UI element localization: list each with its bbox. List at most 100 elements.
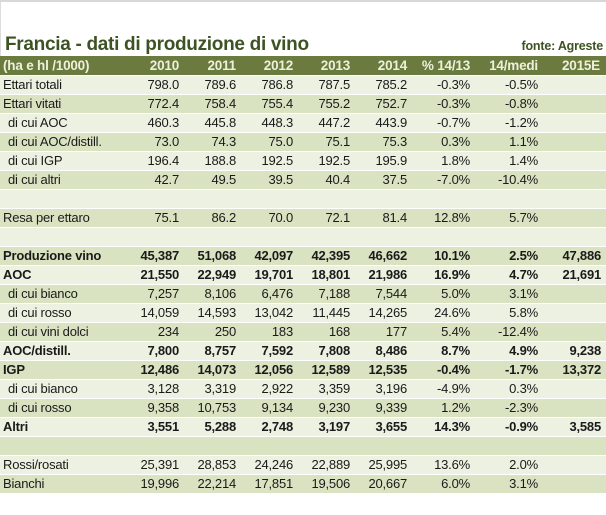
data-cell: 72.1	[299, 208, 356, 228]
row-label: di cui bianco	[0, 284, 128, 304]
data-cell	[544, 322, 606, 342]
data-cell: -0.5%	[476, 75, 544, 95]
data-cell: -12.4%	[476, 322, 544, 342]
data-cell	[413, 227, 476, 247]
table-row: di cui bianco 7,257 8,106 6,476 7,188 7,544 5.…	[0, 284, 606, 304]
data-cell: 5.7%	[476, 208, 544, 228]
row-label: di cui AOC/distill.	[0, 132, 128, 152]
data-cell: 22,214	[185, 474, 242, 494]
data-cell: 14,265	[356, 303, 413, 323]
data-cell: 4.7%	[476, 265, 544, 285]
data-cell	[544, 75, 606, 95]
table-row: di cui AOC/distill. 73.0 74.3 75.0 75.1 75.3 0…	[0, 132, 606, 152]
data-cell: 14,593	[185, 303, 242, 323]
row-label: Altri	[0, 417, 128, 437]
data-cell: -2.3%	[476, 398, 544, 418]
data-cell: 19,996	[128, 474, 185, 494]
data-cell: 17,851	[242, 474, 299, 494]
data-cell	[299, 227, 356, 247]
data-cell: 234	[128, 322, 185, 342]
data-cell: 45,387	[128, 246, 185, 266]
row-label: Ettari totali	[0, 75, 128, 95]
data-cell: 12,056	[242, 360, 299, 380]
data-cell	[544, 189, 606, 209]
data-cell	[476, 189, 544, 209]
data-cell	[544, 455, 606, 475]
data-cell: 2,922	[242, 379, 299, 399]
data-cell: 7,257	[128, 284, 185, 304]
data-cell: 14.3%	[413, 417, 476, 437]
data-cell: 3,196	[356, 379, 413, 399]
data-cell	[544, 170, 606, 190]
table-row: Produzione vino 45,387 51,068 42,097 42,395 4…	[0, 246, 606, 266]
data-cell: 25,995	[356, 455, 413, 475]
data-cell: 168	[299, 322, 356, 342]
data-cell: -0.3%	[413, 75, 476, 95]
data-cell: 447.2	[299, 113, 356, 133]
data-cell: 6,476	[242, 284, 299, 304]
data-cell: 13,042	[242, 303, 299, 323]
data-cell: 2.5%	[476, 246, 544, 266]
data-cell: -1.7%	[476, 360, 544, 380]
row-label: di cui altri	[0, 170, 128, 190]
data-cell	[242, 227, 299, 247]
data-cell: 3,128	[128, 379, 185, 399]
data-cell: 8.7%	[413, 341, 476, 361]
data-cell: 0.3%	[413, 132, 476, 152]
data-cell	[413, 436, 476, 456]
report-header: Francia - dati di produzione di vino fon…	[0, 2, 606, 56]
data-cell	[544, 113, 606, 133]
data-cell: 22,949	[185, 265, 242, 285]
row-label: di cui IGP	[0, 151, 128, 171]
data-cell: 787.5	[299, 75, 356, 95]
row-label: di cui rosso	[0, 303, 128, 323]
column-header: 14/medi	[476, 56, 544, 76]
data-cell: 7,544	[356, 284, 413, 304]
table-row: Resa per ettaro 75.1 86.2 70.0 72.1 81.4 12.8%…	[0, 208, 606, 228]
data-cell	[299, 189, 356, 209]
data-cell	[544, 379, 606, 399]
data-cell: -0.8%	[476, 94, 544, 114]
data-cell	[544, 94, 606, 114]
data-cell: 12,535	[356, 360, 413, 380]
data-cell: 1.8%	[413, 151, 476, 171]
data-cell: 8,106	[185, 284, 242, 304]
data-cell: 752.7	[356, 94, 413, 114]
table-row: Altri 3,551 5,288 2,748 3,197 3,655 14.3% -0.9%…	[0, 417, 606, 437]
table-row: IGP 12,486 14,073 12,056 12,589 12,535 -0.4% -1…	[0, 360, 606, 380]
data-cell: 5.4%	[413, 322, 476, 342]
page-title: Francia - dati di produzione di vino	[5, 34, 309, 55]
data-cell: 75.3	[356, 132, 413, 152]
row-label: AOC/distill.	[0, 341, 128, 361]
data-cell: 70.0	[242, 208, 299, 228]
data-cell: 75.1	[299, 132, 356, 152]
table-row: Rossi/rosati 25,391 28,853 24,246 22,889 25,9…	[0, 455, 606, 475]
data-cell: 20,667	[356, 474, 413, 494]
data-cell: 73.0	[128, 132, 185, 152]
data-cell: 21,691	[544, 265, 606, 285]
data-cell: 758.4	[185, 94, 242, 114]
data-cell	[128, 189, 185, 209]
column-header: % 14/13	[413, 56, 476, 76]
data-cell: 9,134	[242, 398, 299, 418]
data-cell: 5.8%	[476, 303, 544, 323]
data-cell: 8,486	[356, 341, 413, 361]
data-cell: 2.0%	[476, 455, 544, 475]
data-cell: -4.9%	[413, 379, 476, 399]
data-cell: 10.1%	[413, 246, 476, 266]
data-cell: 9,339	[356, 398, 413, 418]
data-cell: 9,230	[299, 398, 356, 418]
data-cell: 86.2	[185, 208, 242, 228]
data-cell: 177	[356, 322, 413, 342]
data-cell: 12,486	[128, 360, 185, 380]
data-cell: 4.9%	[476, 341, 544, 361]
data-cell: 192.5	[299, 151, 356, 171]
row-label: di cui rosso	[0, 398, 128, 418]
table-row: di cui vini dolci 234 250 183 168 177 5.4% -12.…	[0, 322, 606, 342]
row-label: IGP	[0, 360, 128, 380]
table-row: di cui rosso 9,358 10,753 9,134 9,230 9,339 1.…	[0, 398, 606, 418]
column-header: 2012	[242, 56, 299, 76]
data-cell: 8,757	[185, 341, 242, 361]
data-cell	[356, 227, 413, 247]
data-cell: 188.8	[185, 151, 242, 171]
